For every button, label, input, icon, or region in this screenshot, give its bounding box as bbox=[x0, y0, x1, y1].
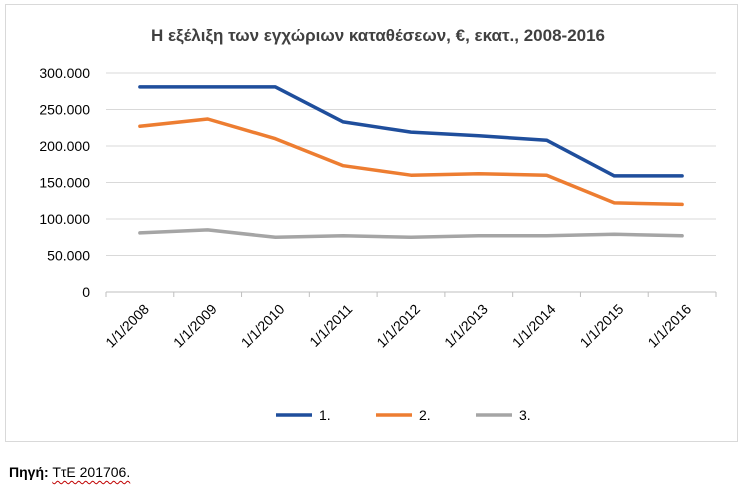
x-tick-label: 1/1/2008 bbox=[102, 301, 152, 351]
series-line-3 bbox=[138, 228, 684, 240]
legend-label-3: 3. bbox=[519, 407, 531, 423]
series-lines bbox=[138, 85, 684, 240]
line-chart: Η εξέλιξη των εγχώριων καταθέσεων, €, εκ… bbox=[39, 26, 717, 423]
source-text: ΤτΕ 201706. bbox=[52, 464, 131, 480]
legend-label-2: 2. bbox=[419, 407, 431, 423]
y-tick-label: 100.000 bbox=[39, 211, 90, 227]
x-tick-label: 1/1/2014 bbox=[509, 301, 559, 351]
y-tick-label: 250.000 bbox=[39, 102, 90, 118]
legend-label-1: 1. bbox=[319, 407, 331, 423]
y-tick-label: 0 bbox=[82, 284, 90, 300]
x-tick-label: 1/1/2012 bbox=[373, 301, 423, 351]
y-tick-label: 300.000 bbox=[39, 65, 90, 81]
x-tick-label: 1/1/2016 bbox=[644, 301, 694, 351]
chart-frame: Η εξέλιξη των εγχώριων καταθέσεων, €, εκ… bbox=[5, 4, 738, 442]
x-tick-label: 1/1/2011 bbox=[306, 301, 355, 350]
y-tick-label: 50.000 bbox=[47, 248, 90, 264]
gridlines bbox=[106, 72, 716, 256]
source-note: Πηγή: ΤτΕ 201706. bbox=[9, 464, 130, 480]
chart-title: Η εξέλιξη των εγχώριων καταθέσεων, €, εκ… bbox=[151, 26, 605, 45]
x-tick-label: 1/1/2015 bbox=[577, 301, 627, 351]
x-tick-label: 1/1/2010 bbox=[238, 301, 288, 351]
y-tick-label: 200.000 bbox=[39, 138, 90, 154]
source-label: Πηγή: bbox=[9, 464, 49, 480]
axes: 0 50.000 100.000 150.000 200.000 250.000 300.0… bbox=[39, 65, 717, 351]
y-tick-label: 150.000 bbox=[39, 175, 90, 191]
series-line-1 bbox=[138, 85, 684, 178]
x-tick-label: 1/1/2013 bbox=[441, 301, 491, 351]
x-tick-label: 1/1/2009 bbox=[170, 301, 220, 351]
series-line-2 bbox=[138, 117, 684, 207]
legend: 1. 2. 3. bbox=[276, 407, 531, 423]
